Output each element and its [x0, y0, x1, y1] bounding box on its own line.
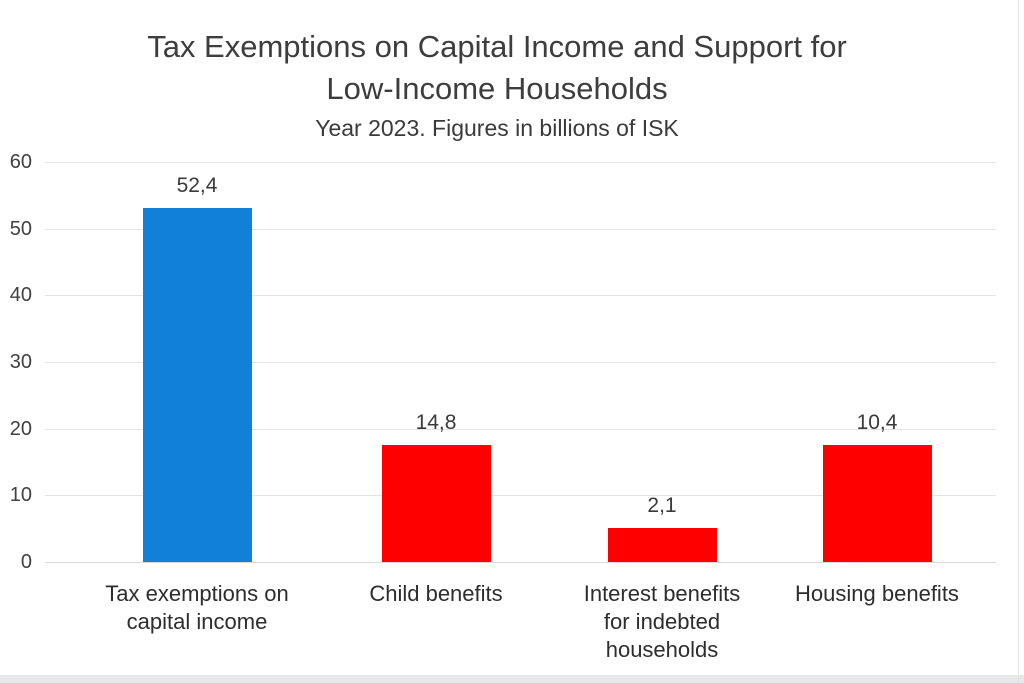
gridline-y-0 — [45, 562, 996, 563]
bar-value-label-housing-benefits: 10,4 — [856, 410, 898, 434]
y-tick-label-20: 20 — [9, 417, 32, 440]
gridline-y-30 — [45, 362, 996, 363]
bar-housing-benefits — [822, 444, 932, 562]
bottom-divider-strip — [0, 675, 1024, 683]
x-axis-label-line: households — [605, 637, 719, 662]
y-tick-label-30: 30 — [9, 351, 32, 373]
gridline-y-40 — [45, 295, 996, 297]
x-axis-label-child-benefits: Child benefits — [311, 580, 561, 608]
x-axis-label-line: Tax exemptions on — [105, 581, 289, 606]
gridline-y-60 — [45, 162, 996, 163]
bar-value-label-interest-benefits-for-indebted-households: 2,1 — [647, 494, 677, 517]
chart-subtitle: Year 2023. Figures in billions of ISK — [315, 115, 679, 141]
chart-title-line-2: Low-Income Households — [326, 71, 668, 106]
y-tick-label-0: 0 — [20, 551, 32, 573]
y-tick-label-60: 60 — [9, 151, 32, 173]
x-axis-label-interest-benefits-for-indebted-households: Interest benefits for indebted households — [537, 580, 787, 664]
bar-tax-exemptions-on-capital-income — [142, 208, 252, 562]
bar-interest-benefits-for-indebted-households — [607, 528, 717, 562]
x-axis-label-housing-benefits: Housing benefits — [752, 580, 1002, 608]
x-axis-label-line: capital income — [126, 609, 268, 634]
gridline-y-20 — [45, 428, 996, 430]
x-axis-label-tax-exemptions-on-capital-income: Tax exemptions on capital income — [72, 580, 322, 636]
bar-value-label-child-benefits: 14,8 — [415, 410, 457, 434]
right-edge-border — [1018, 0, 1019, 683]
chart-header: Tax Exemptions on Capital Income and Sup… — [0, 26, 994, 142]
chart-title-line-1: Tax Exemptions on Capital Income and Sup… — [147, 29, 847, 64]
y-tick-label-40: 40 — [9, 284, 32, 307]
x-axis-label-line: Interest benefits — [583, 581, 741, 606]
y-tick-label-50: 50 — [9, 217, 32, 240]
x-axis-label-line: Housing benefits — [795, 581, 959, 606]
gridline-y-50 — [45, 228, 996, 230]
x-axis-label-line: Child benefits — [369, 581, 503, 606]
x-axis-label-line: for indebted — [603, 609, 721, 634]
y-tick-label-10: 10 — [9, 484, 32, 507]
gridline-y-10 — [45, 495, 996, 497]
bar-child-benefits — [381, 444, 491, 562]
bar-value-label-tax-exemptions-on-capital-income: 52,4 — [176, 174, 218, 197]
